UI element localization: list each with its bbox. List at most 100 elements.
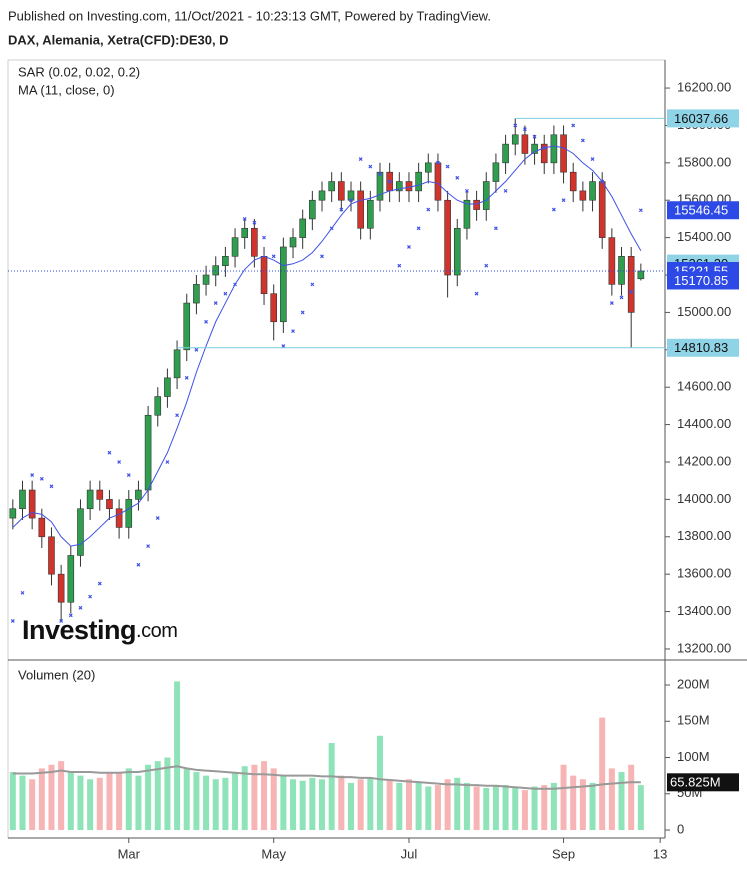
ma-line — [12, 145, 642, 547]
sar-dot — [368, 164, 373, 169]
candle-body — [569, 171, 577, 192]
sar-dot — [107, 450, 112, 455]
candle-body — [637, 270, 645, 280]
candle-body — [270, 293, 277, 323]
candle-body — [608, 237, 616, 285]
candle-body — [154, 396, 162, 416]
candle-body — [231, 237, 239, 257]
volume-bar — [212, 779, 219, 831]
candle-body — [48, 536, 55, 575]
candle-body — [57, 573, 65, 603]
sar-dot — [339, 207, 344, 212]
sar-dot — [609, 301, 614, 305]
candle-body — [415, 171, 422, 192]
sar-dot — [59, 618, 64, 623]
candle-body — [19, 489, 26, 510]
volume-tick-label: 100M — [677, 749, 710, 764]
sar-dot — [465, 188, 469, 193]
candle-body — [560, 134, 567, 173]
sar-dot — [455, 175, 460, 180]
sar-dot — [378, 172, 382, 176]
volume-bar — [357, 779, 364, 831]
volume-bar — [434, 785, 441, 831]
candle-body — [222, 256, 229, 266]
sar-dot — [445, 164, 450, 169]
volume-bar — [174, 681, 181, 831]
sar-dot — [155, 516, 160, 521]
volume-ma-box — [667, 773, 739, 792]
sar-dot — [204, 319, 208, 324]
volume-bar — [183, 768, 190, 831]
candle-body — [173, 349, 181, 379]
candle-body — [260, 256, 268, 295]
sar-dot — [320, 254, 324, 259]
candle-body — [289, 237, 297, 248]
sar-dot — [78, 605, 83, 610]
volume-bar — [203, 775, 210, 831]
sar-dot — [97, 581, 102, 586]
candle-body — [492, 162, 500, 182]
volume-bar — [589, 782, 596, 831]
volume-bar — [473, 786, 480, 831]
sar-dot — [358, 157, 363, 162]
candle-body — [164, 377, 171, 397]
sar-dot — [522, 127, 527, 132]
sar-dot — [252, 220, 257, 225]
candle-body — [357, 190, 364, 229]
volume-bar — [618, 772, 625, 831]
candle-body — [280, 246, 287, 323]
x-tick-label: Sep — [552, 846, 575, 861]
volume-bar — [454, 777, 461, 831]
candle-body — [453, 227, 461, 276]
volume-bar — [280, 775, 287, 831]
candle-body — [86, 489, 94, 510]
x-tick-label: Jul — [401, 846, 418, 861]
candle-body — [367, 199, 374, 229]
volume-bar — [608, 768, 615, 831]
volume-bar — [570, 775, 577, 831]
volume-bar — [77, 775, 84, 831]
candle-body — [96, 489, 104, 500]
candle-body — [521, 134, 529, 154]
volume-bar — [492, 786, 499, 831]
volume-bar — [241, 766, 248, 831]
candle-body — [241, 227, 249, 238]
candle-body — [502, 143, 509, 164]
candle-body — [347, 190, 355, 201]
sar-dot — [281, 344, 286, 348]
sar-dot — [571, 123, 576, 128]
price-marker-label: 16037.66 — [674, 111, 728, 126]
y-tick-label: 14200.00 — [677, 453, 731, 468]
volume-bar — [222, 777, 229, 831]
volume-bar — [19, 775, 26, 831]
candle-body — [531, 143, 538, 154]
candle-body — [106, 499, 113, 510]
sar-dot — [213, 301, 218, 305]
sar-dot — [10, 618, 15, 623]
volume-bar — [425, 786, 432, 831]
candle-body — [251, 227, 258, 257]
sar-dot — [291, 329, 295, 334]
candle-body — [299, 218, 306, 238]
volume-bar — [405, 779, 412, 831]
volume-bar — [106, 773, 113, 831]
candle-body — [115, 508, 123, 528]
x-tick-label: May — [261, 846, 286, 861]
price-marker-box — [667, 201, 739, 220]
watermark: Investing.com — [22, 615, 177, 645]
sar-dot — [561, 198, 566, 203]
volume-bar — [96, 777, 103, 831]
candle-body — [405, 181, 413, 192]
volume-bar — [396, 782, 403, 831]
volume-bar — [637, 785, 644, 831]
volume-bar — [599, 717, 606, 831]
sar-dot — [503, 188, 508, 193]
volume-bar — [521, 790, 528, 831]
volume-bar — [338, 775, 345, 831]
chart-title: DAX, Alemania, Xetra(CFD):DE30, D — [8, 32, 229, 47]
volume-bar — [270, 768, 277, 831]
candle-body — [338, 181, 345, 201]
